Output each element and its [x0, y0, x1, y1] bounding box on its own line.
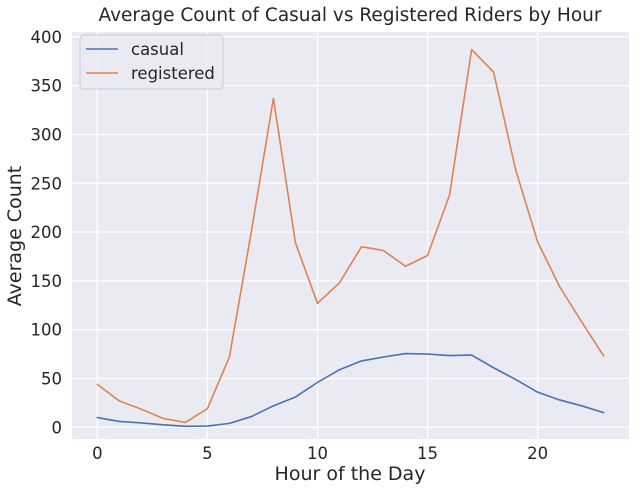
- y-tick-label: 50: [41, 369, 62, 388]
- x-tick-label: 10: [307, 444, 328, 463]
- y-tick-label: 200: [31, 223, 63, 242]
- grid: [72, 32, 629, 439]
- legend-label-casual: casual: [131, 40, 184, 59]
- x-tick-label: 20: [527, 444, 548, 463]
- y-tick-label: 400: [31, 28, 63, 47]
- legend: casual registered: [79, 34, 224, 90]
- x-tick-label: 15: [417, 444, 438, 463]
- x-axis-label: Hour of the Day: [275, 463, 426, 485]
- chart-title: Average Count of Casual vs Registered Ri…: [99, 5, 602, 26]
- legend-label-registered: registered: [131, 64, 215, 83]
- series-line-casual: [96, 352, 605, 428]
- x-tick-label: 5: [202, 444, 213, 463]
- y-tick-label: 250: [31, 174, 63, 193]
- y-tick-label: 350: [31, 77, 63, 96]
- y-axis-label: Average Count: [4, 166, 26, 307]
- x-tick-label: 0: [92, 444, 103, 463]
- series-group: [96, 48, 605, 428]
- y-tick-label: 100: [31, 321, 63, 340]
- y-tick-label: 0: [52, 418, 63, 437]
- y-tick-label: 300: [31, 125, 63, 144]
- series-line-registered: [96, 48, 605, 424]
- y-tick-label: 150: [31, 272, 63, 291]
